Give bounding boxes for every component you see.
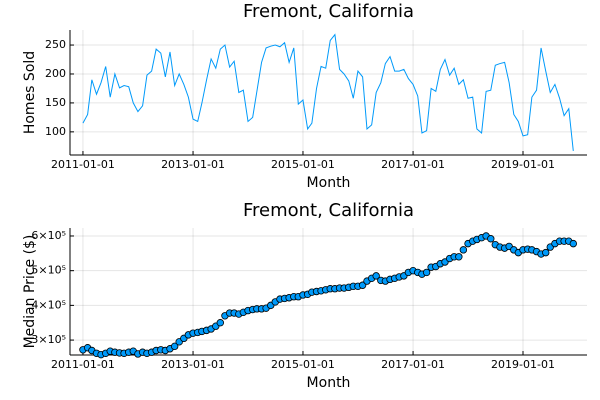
data-point xyxy=(422,268,431,277)
data-point xyxy=(358,281,367,289)
y-tick-label: 100 xyxy=(45,125,66,138)
x-tick-label: 2015-01-01 xyxy=(271,358,335,371)
x-tick-label: 2019-01-01 xyxy=(491,158,555,171)
x-axis-label: Month xyxy=(307,375,351,391)
data-line xyxy=(82,33,574,152)
y-tick-label: 5×10⁵ xyxy=(31,264,66,277)
y-tick-label: 4×10⁵ xyxy=(31,298,66,311)
y-tick-label: 150 xyxy=(45,96,66,109)
x-tick-label: 2019-01-01 xyxy=(491,358,555,371)
data-point xyxy=(170,342,179,351)
x-axis-label: Month xyxy=(307,175,351,191)
y-tick-label: 3×10⁵ xyxy=(31,333,66,346)
data-point xyxy=(372,272,380,280)
x-tick-label: 2017-01-01 xyxy=(381,358,445,371)
y-tick-label: 6×10⁵ xyxy=(31,229,66,242)
data-point xyxy=(542,248,550,257)
data-point xyxy=(487,235,495,243)
x-tick-label: 2015-01-01 xyxy=(271,158,335,171)
chart-title: Fremont, California xyxy=(243,1,414,22)
x-tick-label: 2013-01-01 xyxy=(161,158,225,171)
data-point xyxy=(455,253,463,261)
x-tick-label: 2011-01-01 xyxy=(51,358,115,371)
chart-title: Fremont, California xyxy=(243,200,414,221)
x-tick-label: 2013-01-01 xyxy=(161,358,225,371)
y-axis-label: Homes Sold xyxy=(22,51,38,134)
x-tick-label: 2011-01-01 xyxy=(51,158,115,171)
y-axis-label: Median Price ($) xyxy=(22,235,38,349)
y-tick-label: 250 xyxy=(45,38,66,51)
data-point xyxy=(459,246,468,254)
y-tick-label: 200 xyxy=(45,67,66,80)
data-point xyxy=(216,319,224,327)
data-point xyxy=(569,239,577,248)
x-tick-label: 2017-01-01 xyxy=(381,158,445,171)
